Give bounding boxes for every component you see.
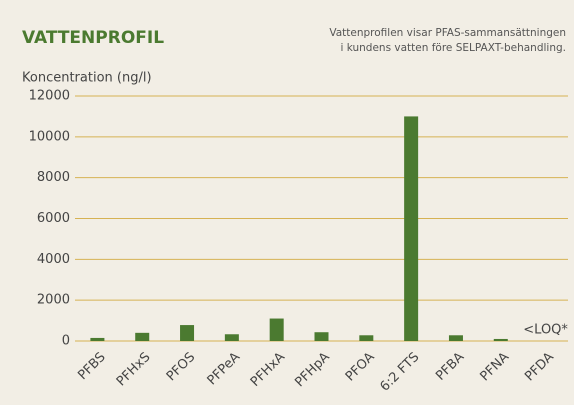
bar xyxy=(135,332,150,341)
bar xyxy=(224,334,239,341)
y-tick-label: 8000 xyxy=(37,170,70,185)
bar xyxy=(90,337,105,341)
y-tick-label: 10000 xyxy=(29,129,70,144)
bar xyxy=(269,318,284,341)
chart-title: VATTENPROFIL xyxy=(22,28,164,48)
y-axis-label: Koncentration (ng/l) xyxy=(22,71,152,86)
bar xyxy=(359,335,374,341)
y-tick-label: 2000 xyxy=(37,293,70,308)
bar xyxy=(404,116,419,342)
bar xyxy=(314,332,329,341)
y-tick-label: 12000 xyxy=(29,89,70,104)
y-tick-label: 0 xyxy=(62,334,70,349)
y-tick-label: 6000 xyxy=(37,211,70,226)
annotation: <LOQ* xyxy=(523,323,568,338)
y-tick-label: 4000 xyxy=(37,252,70,267)
bar xyxy=(180,325,195,341)
bar xyxy=(448,335,463,341)
bar xyxy=(493,338,508,341)
subtitle: Vattenprofilen visar PFAS-sammansättning… xyxy=(329,27,566,39)
subtitle: i kundens vatten före SELPAXT-behandling… xyxy=(340,42,566,54)
